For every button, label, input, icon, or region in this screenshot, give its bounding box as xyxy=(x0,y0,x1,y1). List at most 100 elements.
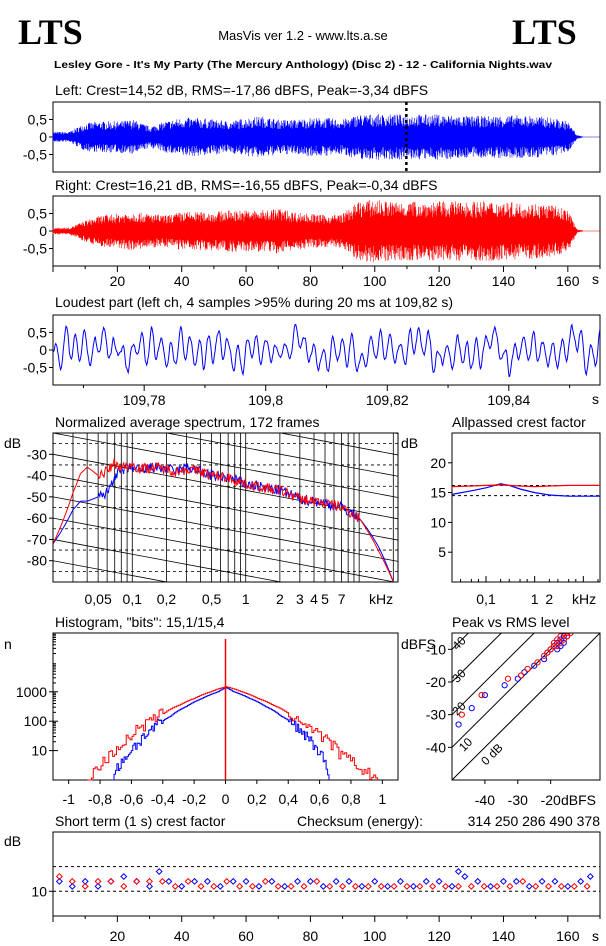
crest-factor-title: Allpassed crest factor xyxy=(452,414,586,430)
short-term-point-left xyxy=(586,872,594,880)
spectrum-diagonal xyxy=(53,517,397,582)
histogram-plot: 1000 100 10 -1 -0,8 -0,6 -0,4 -0,2 0 0,2 0,4 0,6 0,8… xyxy=(16,632,399,807)
short-term-point-left xyxy=(512,877,520,885)
short-term-point-left xyxy=(268,877,276,885)
short-term-point-right xyxy=(55,872,63,880)
short-term-xtick-label: 140 xyxy=(492,928,516,944)
short-term-point-left xyxy=(242,877,250,885)
peak-rms-point-left xyxy=(455,721,462,728)
peak-rms-point-right xyxy=(534,659,541,666)
spectrum-xtick-label: 0,05 xyxy=(85,591,112,607)
crest-factor-plot: 20 15 10 5 0,1 1 2 xyxy=(430,432,601,607)
spectrum-diagonal xyxy=(53,496,398,562)
loudest-part-ytick-label: 0,5 xyxy=(28,325,48,341)
short-term-point-right xyxy=(223,877,231,885)
spectrum-diagonal xyxy=(53,327,398,392)
spectrum-title: Normalized average spectrum, 172 frames xyxy=(55,414,320,430)
short-term-point-right xyxy=(158,877,166,885)
short-term-xtick-label: 100 xyxy=(363,928,387,944)
short-term-ytick-label: 10 xyxy=(31,883,47,899)
spectrum-series-left xyxy=(53,462,394,582)
short-term-point-right xyxy=(390,882,398,890)
right-waveform-plot: 0,50 -0,5 20 40 60 80 100 120 140 160 xyxy=(23,195,601,289)
crest-factor-series-right xyxy=(451,484,600,488)
peak-rms-point-right xyxy=(544,649,551,656)
peak-rms-point-left xyxy=(501,682,508,689)
short-term-point-left xyxy=(384,882,392,890)
short-term-point-left xyxy=(94,882,102,890)
short-term-point-left xyxy=(448,882,456,890)
short-term-point-right xyxy=(429,882,437,890)
short-term-xtick-label: 160 xyxy=(556,928,580,944)
peak-rms-point-right xyxy=(547,646,554,653)
histogram-series-right xyxy=(87,686,379,781)
right-waveform-xunit: s xyxy=(592,271,599,287)
short-term-point-left xyxy=(165,877,173,885)
right-waveform-ytick-label: 0,5 xyxy=(28,206,48,222)
short-term-point-left xyxy=(409,882,417,890)
short-term-point-right xyxy=(532,882,540,890)
short-term-point-left xyxy=(422,877,430,885)
short-term-point-left xyxy=(255,882,263,890)
short-term-point-right xyxy=(583,882,591,890)
short-term-point-right xyxy=(454,882,462,890)
spectrum-xtick-label: 0,1 xyxy=(123,591,143,607)
spectrum-xunit: kHz xyxy=(369,591,393,607)
short-term-point-left xyxy=(371,877,379,885)
short-term-point-left xyxy=(345,877,353,885)
spectrum-xtick-label: 0,5 xyxy=(202,591,222,607)
spectrum-series-right xyxy=(53,458,394,582)
short-term-point-left xyxy=(178,882,186,890)
short-term-xunit: s xyxy=(592,928,599,944)
peak-rms-crest-label: 0 dB xyxy=(478,741,505,768)
short-term-point-left xyxy=(332,877,340,885)
short-term-point-right xyxy=(236,882,244,890)
peak-rms-point-left xyxy=(557,636,564,643)
spectrum-diagonal xyxy=(278,433,398,456)
short-term-point-left xyxy=(120,872,128,880)
loudest-part-ytick-label: -0,5 xyxy=(23,360,47,376)
short-term-point-left xyxy=(107,877,115,885)
histogram-xtick-label: -0,6 xyxy=(119,791,143,807)
crest-factor-series-left xyxy=(451,483,600,497)
short-term-point-left xyxy=(294,877,302,885)
short-term-point-left xyxy=(203,877,211,885)
spectrum-xtick-label: 7 xyxy=(338,591,346,607)
peak-rms-point-left xyxy=(540,656,548,663)
spectrum-xtick-label: 4 xyxy=(310,591,318,607)
peak-rms-point-right xyxy=(550,642,558,650)
right-waveform-xtick-label: 20 xyxy=(110,273,126,289)
short-term-point-right xyxy=(287,882,295,890)
left-waveform-signal xyxy=(52,114,600,160)
spectrum-xtick-label: 3 xyxy=(296,591,304,607)
peak-rms-title: Peak vs RMS level xyxy=(452,614,569,630)
short-term-point-right xyxy=(248,882,257,890)
peak-rms-ytick-label: -30 xyxy=(426,707,446,723)
histogram-series-left xyxy=(112,687,330,781)
peak-rms-point-left xyxy=(560,639,567,646)
right-waveform-xtick-label: 80 xyxy=(303,273,319,289)
short-term-point-left xyxy=(281,882,289,890)
short-term-point-right xyxy=(300,882,308,890)
crest-factor-xtick-label: 2 xyxy=(545,591,553,607)
short-term-point-right xyxy=(519,877,527,885)
short-term-point-right xyxy=(416,882,424,890)
spectrum-diagonal xyxy=(53,348,398,413)
peak-rms-point-right xyxy=(540,652,548,659)
peak-rms-point-right xyxy=(554,636,561,643)
short-term-point-left xyxy=(216,882,224,890)
crest-factor-ytick-label: 20 xyxy=(430,455,446,471)
loudest-part-xtick-label: 109,84 xyxy=(487,392,530,408)
histogram-xtick-label: 0,8 xyxy=(341,791,361,807)
checksum-label: Checksum (energy): xyxy=(297,813,423,829)
loudest-part-xtick-label: 109,78 xyxy=(123,392,166,408)
spectrum-diagonal xyxy=(53,560,170,582)
short-term-xtick-label: 60 xyxy=(238,928,254,944)
spectrum-ytick-label: -70 xyxy=(27,531,47,547)
left-waveform-ytick-label: -0,5 xyxy=(23,147,47,163)
short-term-point-left xyxy=(319,882,327,890)
short-term-point-left xyxy=(155,868,163,876)
right-waveform-xtick-label: 60 xyxy=(238,273,254,289)
short-term-point-left xyxy=(306,877,314,885)
spectrum-diagonal xyxy=(53,433,398,498)
